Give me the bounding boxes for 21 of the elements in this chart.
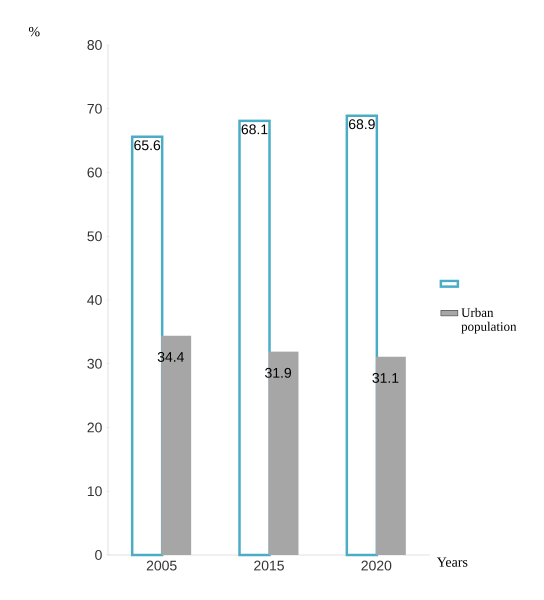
y-axis-title: % bbox=[28, 26, 40, 36]
y-tick-label: 60 bbox=[88, 168, 102, 178]
x-tick-label: 2005 bbox=[146, 560, 177, 571]
y-tick-label: 40 bbox=[87, 295, 102, 305]
data-label: 68.9 bbox=[348, 119, 375, 130]
y-tick-label: 50 bbox=[87, 231, 102, 242]
data-label: 31.1 bbox=[372, 373, 398, 383]
y-tick-label: 30 bbox=[87, 358, 102, 369]
x-tick-label: 2015 bbox=[254, 560, 284, 571]
y-tick-label: 70 bbox=[88, 104, 102, 114]
y-tick-label: 80 bbox=[87, 40, 102, 50]
data-label: 65.6 bbox=[134, 140, 160, 150]
y-tick-label: 20 bbox=[88, 422, 102, 432]
data-label: 34.4 bbox=[158, 352, 184, 362]
y-tick-label: 10 bbox=[88, 486, 102, 496]
data-label: 68.1 bbox=[242, 124, 268, 134]
x-tick-label: 2020 bbox=[362, 560, 392, 571]
y-tick-label: 0 bbox=[95, 550, 102, 560]
data-label: 31.9 bbox=[265, 368, 292, 378]
legend-label: Urban population bbox=[461, 308, 516, 334]
x-axis-title: Years bbox=[436, 558, 468, 567]
